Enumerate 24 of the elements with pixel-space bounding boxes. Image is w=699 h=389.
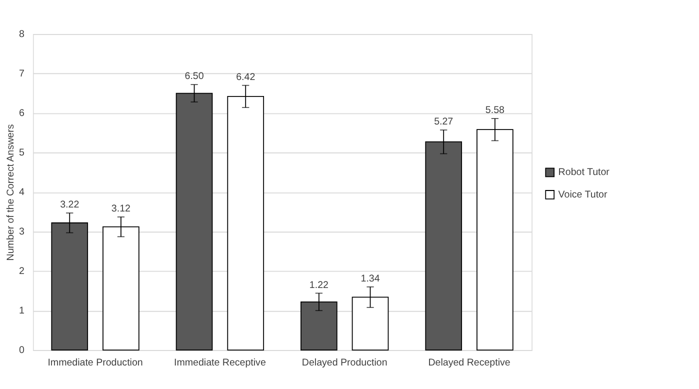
x-tick-label: Delayed Production [302, 358, 388, 369]
data-label: 3.22 [60, 200, 80, 211]
legend-label: Robot Tutor [558, 167, 610, 178]
y-tick-label: 8 [19, 29, 26, 40]
y-tick-label: 4 [19, 187, 26, 198]
data-label: 6.42 [236, 72, 256, 84]
x-tick-label: Immediate Receptive [174, 358, 266, 369]
x-tick-label: Immediate Production [48, 358, 143, 369]
data-label: 1.34 [360, 274, 380, 285]
x-tick-label: Delayed Receptive [428, 358, 510, 369]
data-label: 5.27 [434, 116, 454, 128]
y-tick-label: 3 [19, 226, 26, 238]
data-label: 3.12 [111, 204, 130, 215]
legend-label: Voice Tutor [558, 189, 608, 200]
y-tick-label: 6 [19, 108, 26, 120]
data-label: 1.22 [309, 280, 328, 291]
y-tick-label: 5 [19, 148, 26, 159]
y-tick-label: 1 [19, 306, 24, 317]
y-axis-title: Number of the Correct Answers [6, 124, 17, 261]
y-tick-label: 0 [19, 345, 26, 356]
y-tick-label: 7 [19, 68, 24, 80]
data-label: 5.58 [485, 105, 506, 116]
data-label: 6.50 [184, 71, 204, 82]
y-tick-label: 2 [19, 266, 24, 278]
